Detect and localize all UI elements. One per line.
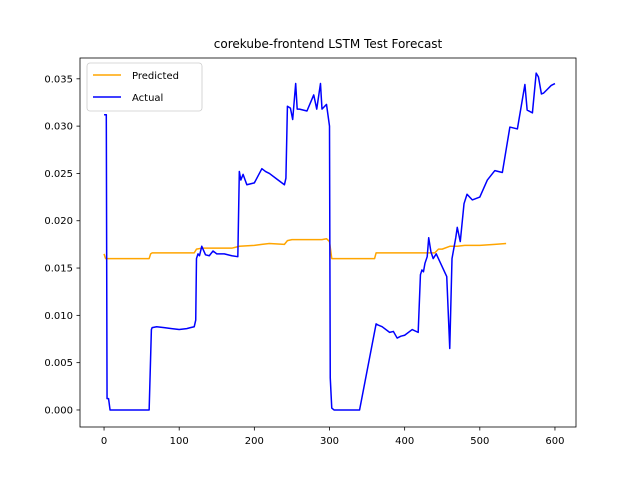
x-tick-label: 400 [395,436,414,447]
series-line-predicted [103,237,507,260]
x-tick-label: 600 [545,436,564,447]
x-tick-label: 300 [320,436,339,447]
y-tick-label: 0.035 [44,74,73,85]
x-axis: 0 100 200 300 400 500 600 [101,427,565,447]
y-tick-label: 0.000 [44,405,73,416]
legend-label-predicted: Predicted [132,71,179,82]
plot-area [103,72,556,411]
x-tick-label: 100 [170,436,189,447]
y-tick-label: 0.015 [44,264,73,275]
x-tick-label: 0 [101,436,107,447]
chart-title: corekube-frontend LSTM Test Forecast [214,37,443,51]
y-tick-label: 0.020 [44,216,73,227]
y-tick-label: 0.010 [44,311,73,322]
series-line-actual [104,72,556,411]
y-tick-label: 0.025 [44,169,73,180]
plot-frame [79,57,577,428]
x-tick-label: 500 [470,436,489,447]
y-tick-label: 0.030 [44,122,73,133]
x-tick-label: 200 [245,436,264,447]
legend: Predicted Actual [86,62,203,112]
y-axis: 0.000 0.005 0.010 0.015 0.020 0.025 0.030 0.035 [44,74,80,416]
legend-label-actual: Actual [132,93,163,104]
y-tick-label: 0.005 [44,358,73,369]
